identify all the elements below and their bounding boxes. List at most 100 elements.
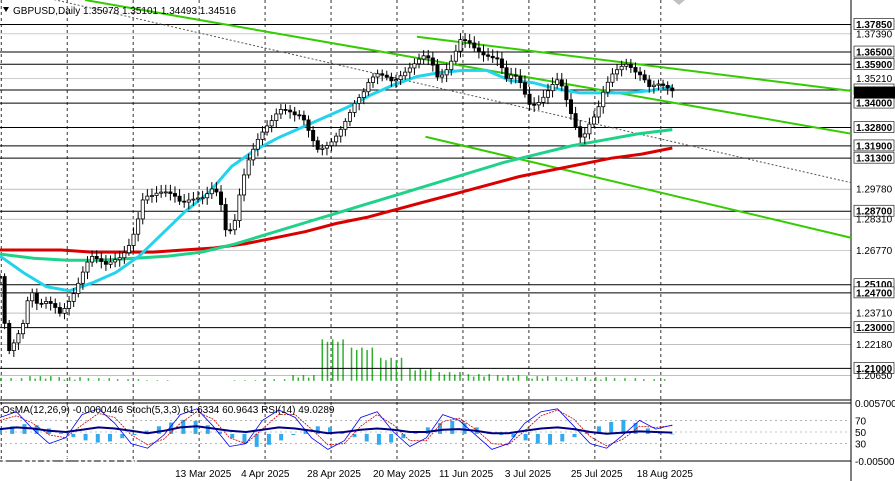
volume-bar bbox=[127, 379, 129, 381]
volume-bar bbox=[517, 375, 520, 381]
volume-bar bbox=[478, 374, 480, 381]
price-level-tag bbox=[853, 151, 895, 164]
osma-bar bbox=[83, 433, 88, 441]
candle-body bbox=[242, 174, 247, 196]
indicator-axis-label: 50 bbox=[855, 428, 867, 439]
volume-bar bbox=[283, 379, 286, 381]
price-axis-label: 1.26770 bbox=[856, 246, 893, 257]
osma-bar bbox=[279, 433, 284, 441]
candle-body bbox=[601, 91, 606, 108]
price-level-tag-label: 1.34000 bbox=[856, 99, 893, 110]
volume-bar bbox=[589, 379, 592, 381]
volume-bar bbox=[555, 377, 557, 381]
volume-bar bbox=[488, 374, 490, 381]
candle-body bbox=[320, 147, 325, 150]
price-axis-label: 1.28310 bbox=[856, 215, 893, 226]
volume-bar bbox=[605, 377, 607, 381]
price-level-tag bbox=[853, 18, 895, 30]
candle-body bbox=[394, 79, 399, 82]
osma-bar bbox=[621, 419, 626, 434]
price-level-tag bbox=[853, 362, 895, 374]
volume-bar bbox=[44, 378, 47, 381]
candle-body bbox=[2, 276, 7, 324]
volume-bar bbox=[541, 378, 544, 381]
candle-body bbox=[255, 138, 260, 150]
indicator-axis-label: 30 bbox=[855, 440, 867, 451]
volume-bar bbox=[34, 378, 36, 381]
candle-body bbox=[172, 193, 177, 197]
volume-bar bbox=[438, 372, 440, 381]
volume-bar bbox=[643, 379, 645, 381]
collapse-arrow-icon[interactable] bbox=[3, 7, 9, 12]
candle-body bbox=[522, 82, 527, 95]
time-axis-label: 20 May 2025 bbox=[373, 469, 431, 480]
candles bbox=[0, 32, 675, 357]
volume-bar bbox=[448, 372, 451, 381]
candle-body bbox=[34, 292, 39, 304]
candle-body bbox=[177, 195, 182, 202]
volume-bar bbox=[156, 380, 159, 381]
price-level-lines bbox=[0, 23, 851, 376]
candle-body bbox=[269, 120, 274, 127]
volume-bar bbox=[233, 380, 236, 381]
volume-bar bbox=[472, 376, 475, 381]
candle-body bbox=[610, 73, 615, 83]
candle-body bbox=[113, 259, 118, 263]
volume-bar bbox=[307, 377, 310, 381]
candle-body bbox=[596, 106, 601, 118]
candle-body bbox=[463, 39, 468, 42]
candle-body bbox=[555, 79, 560, 85]
osma-bar bbox=[230, 433, 235, 439]
time-axis-label: 13 Mar 2025 bbox=[175, 469, 232, 480]
candle-body bbox=[495, 57, 500, 60]
price-axis-label: 1.35210 bbox=[856, 74, 893, 85]
candle-body bbox=[232, 220, 237, 231]
candle-body bbox=[329, 141, 334, 147]
osma-bar bbox=[315, 426, 320, 434]
volume-bar bbox=[560, 379, 563, 381]
rsi-line bbox=[0, 425, 673, 435]
volume-bar bbox=[653, 379, 655, 381]
volume-bar bbox=[576, 377, 578, 381]
time-axis-label: 11 Jun 2025 bbox=[439, 469, 494, 480]
candle-body bbox=[71, 293, 76, 302]
trend-channels bbox=[53, 0, 852, 239]
osma-bar bbox=[71, 433, 76, 438]
volume-bar bbox=[663, 379, 666, 381]
candle-body bbox=[85, 261, 90, 273]
volume-bar bbox=[350, 347, 353, 381]
instaforex-logo-icon bbox=[2, 447, 26, 471]
osma-bar bbox=[120, 433, 125, 439]
candle-body bbox=[573, 113, 578, 128]
candle-body bbox=[651, 84, 656, 87]
volume-bar bbox=[58, 377, 60, 381]
candle-body bbox=[513, 74, 518, 77]
price-axis[interactable]: 1.378501.373901.365001.359001.352101.346… bbox=[853, 18, 895, 468]
candle-body bbox=[0, 276, 3, 278]
volume-bar bbox=[507, 375, 509, 381]
candle-body bbox=[578, 126, 583, 138]
volume-bar bbox=[355, 350, 358, 381]
time-axis-label: 4 Apr 2025 bbox=[241, 469, 290, 480]
candle-body bbox=[440, 74, 445, 78]
time-axis-label: 3 Jul 2025 bbox=[505, 469, 552, 480]
candle-body bbox=[209, 188, 214, 195]
volume-bar bbox=[273, 379, 275, 381]
ema-fast-line bbox=[0, 68, 673, 293]
scroll-arrow-icon[interactable] bbox=[673, 0, 685, 5]
osma-bar bbox=[413, 432, 418, 434]
price-level-tag-label: 1.21000 bbox=[856, 364, 893, 375]
volume-bar bbox=[570, 379, 573, 381]
volume-bar bbox=[342, 339, 344, 381]
osma-bar bbox=[450, 420, 455, 434]
candle-body bbox=[297, 114, 302, 117]
candle-body bbox=[545, 90, 550, 98]
candle-body bbox=[384, 74, 389, 78]
candle-body bbox=[564, 85, 569, 101]
volume-bar bbox=[496, 375, 499, 381]
candle-body bbox=[228, 229, 233, 232]
candle-body bbox=[16, 333, 21, 344]
candle-body bbox=[380, 73, 385, 76]
volume-bar bbox=[512, 377, 515, 381]
